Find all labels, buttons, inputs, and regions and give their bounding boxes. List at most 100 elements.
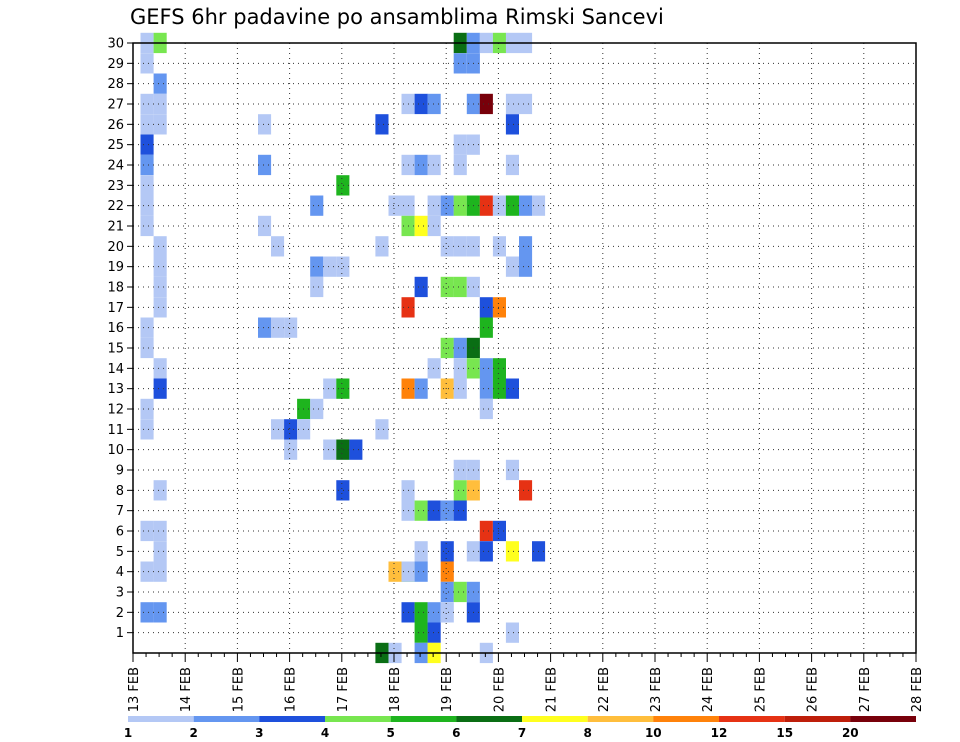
y-tick-label: 3 — [116, 586, 124, 601]
legend-swatch — [522, 716, 588, 722]
heatmap-cell — [492, 195, 506, 216]
heatmap-cell — [479, 520, 493, 542]
heatmap-cell — [258, 114, 272, 135]
y-tick-label: 12 — [107, 403, 124, 418]
heatmap-cell — [284, 317, 298, 338]
heatmap-cell — [153, 93, 167, 115]
heatmap-cell — [323, 378, 337, 399]
heatmap-cell — [140, 215, 154, 237]
heatmap-cell — [453, 276, 467, 298]
heatmap-cell — [140, 317, 154, 338]
y-tick-label: 24 — [107, 159, 124, 174]
heatmap-cell — [153, 297, 167, 318]
heatmap-cell — [310, 195, 324, 216]
heatmap-cell — [140, 93, 154, 115]
heatmap-cell — [440, 500, 454, 521]
heatmap-cell — [140, 134, 154, 155]
legend-label: 6 — [452, 726, 460, 740]
heatmap-cell — [140, 114, 154, 135]
heatmap-cell — [140, 398, 154, 420]
heatmap-cell — [440, 378, 454, 399]
heatmap-cell — [414, 93, 428, 115]
y-axis: 1234567891011121314151617181920212223242… — [107, 37, 133, 641]
heatmap-cell — [427, 154, 441, 176]
heatmap-cell — [140, 175, 154, 196]
heatmap-cell — [414, 541, 428, 562]
heatmap-cell — [440, 195, 454, 216]
heatmap-cell — [140, 419, 154, 440]
x-tick-label: 13 FEB — [127, 667, 142, 712]
heatmap-cell — [492, 358, 506, 379]
heatmap-cell — [453, 459, 467, 481]
color-legend: 1 2 3 4 5 6 7 8 10 12 15 20 — [124, 716, 916, 740]
y-tick-label: 21 — [107, 220, 124, 235]
heatmap-cell — [153, 358, 167, 379]
legend-label: 10 — [645, 726, 662, 740]
heatmap-cell — [479, 358, 493, 379]
heatmap-cell — [453, 378, 467, 399]
heatmap-cell — [414, 154, 428, 176]
heatmap-cell — [153, 276, 167, 298]
heatmap-cell — [427, 195, 441, 216]
heatmap-cell — [284, 439, 298, 460]
heatmap-cell — [310, 276, 324, 298]
y-tick-label: 26 — [107, 118, 124, 133]
heatmap-cell — [153, 602, 167, 623]
heatmap-cell — [492, 520, 506, 542]
heatmap-cell — [258, 215, 272, 237]
legend-label: 15 — [776, 726, 793, 740]
heatmap-cell — [440, 541, 454, 562]
heatmap-cell — [336, 378, 350, 399]
heatmap-cell — [479, 93, 493, 115]
heatmap-cell — [453, 480, 467, 501]
heatmap-cell — [453, 53, 467, 74]
y-tick-label: 22 — [107, 199, 124, 214]
heatmap-cell — [310, 398, 324, 420]
y-tick-label: 16 — [107, 321, 124, 336]
heatmap-cell — [153, 520, 167, 542]
heatmap-cell — [349, 439, 363, 460]
legend-label: 4 — [321, 726, 329, 740]
heatmap-cell — [492, 378, 506, 399]
heatmap-cell — [440, 276, 454, 298]
y-tick-label: 27 — [107, 98, 124, 113]
heatmap-cell — [323, 439, 337, 460]
legend-swatch — [325, 716, 391, 722]
heatmap-cell — [453, 337, 467, 359]
heatmap-cell — [414, 276, 428, 298]
grid-lines — [133, 42, 916, 653]
x-axis: 13 FEB 14 FEB 15 FEB 16 FEB 17 FEB 18 FEB 19 F… — [127, 653, 925, 712]
heatmap-cell — [140, 337, 154, 359]
heatmap-cell — [427, 93, 441, 115]
y-tick-label: 7 — [116, 504, 124, 519]
y-tick-label: 4 — [116, 565, 124, 580]
y-tick-label: 5 — [116, 545, 124, 560]
heatmap-cell — [153, 114, 167, 135]
heatmap-cell — [505, 93, 519, 115]
heatmap-cell — [375, 114, 389, 135]
heatmap-cell — [453, 236, 467, 257]
heatmap-cell — [153, 73, 167, 94]
y-tick-label: 6 — [116, 525, 124, 540]
heatmap-cell — [479, 378, 493, 399]
heatmap-cell — [271, 317, 285, 338]
legend-label: 2 — [190, 726, 198, 740]
heatmap-cell — [427, 358, 441, 379]
heatmap-cell — [414, 602, 428, 623]
y-tick-label: 15 — [107, 342, 124, 357]
heatmap-cell — [479, 297, 493, 318]
heatmap-cell — [427, 500, 441, 521]
heatmap-cell — [519, 256, 533, 277]
heatmap-cell — [414, 500, 428, 521]
heatmap-cell — [440, 337, 454, 359]
heatmap-cell — [140, 561, 154, 582]
legend-label: 5 — [387, 726, 395, 740]
x-tick-label: 15 FEB — [231, 667, 246, 712]
heatmap-cell — [453, 581, 467, 603]
heatmap-cell — [153, 541, 167, 562]
legend-label: 1 — [124, 726, 132, 740]
heatmap-cell — [271, 236, 285, 257]
x-tick-label: 20 FEB — [492, 667, 507, 712]
heatmap-cell — [153, 378, 167, 399]
y-tick-label: 14 — [107, 362, 124, 377]
